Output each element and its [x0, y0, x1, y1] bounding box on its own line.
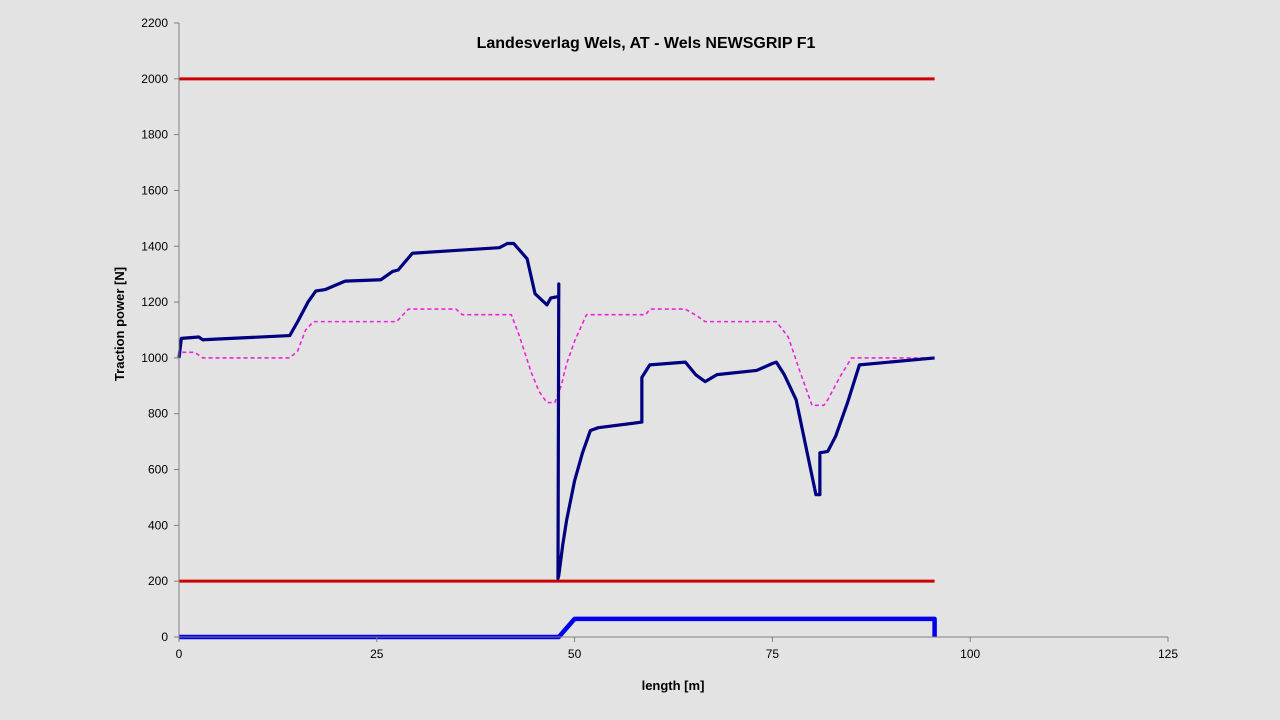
y-tick-label: 200	[148, 574, 168, 588]
x-tick-label: 100	[960, 647, 980, 661]
y-tick-label: 600	[148, 463, 168, 477]
y-tick-label: 400	[148, 518, 168, 532]
y-tick-label: 1800	[141, 128, 168, 142]
series-line-5	[179, 616, 937, 640]
y-tick-label: 1000	[141, 351, 168, 365]
series-line-4	[177, 241, 935, 580]
series-line-3	[178, 308, 935, 407]
y-tick-label: 2200	[141, 16, 168, 30]
y-tick-label: 1200	[141, 295, 168, 309]
x-tick-label: 25	[370, 647, 384, 661]
y-tick-label: 800	[148, 407, 168, 421]
x-tick-label: 75	[766, 647, 780, 661]
x-tick-label: 50	[568, 647, 582, 661]
x-tick-label: 125	[1158, 647, 1178, 661]
plot-area	[177, 77, 937, 640]
y-tick-label: 2000	[141, 72, 168, 86]
x-axis-label: length [m]	[642, 678, 705, 693]
y-tick-label: 1400	[141, 239, 168, 253]
x-axis: 0 25 50 75 100 125	[176, 636, 1178, 661]
y-axis: 0 200 400 600 800 1000 1200 1400 1600 1800 2000 220…	[141, 16, 180, 644]
y-tick-label: 1600	[141, 183, 168, 197]
x-tick-label: 0	[176, 647, 183, 661]
y-tick-label: 0	[161, 630, 168, 644]
y-axis-label: Traction power [N]	[112, 267, 127, 381]
chart-title: Landesverlag Wels, AT - Wels NEWSGRIP F1	[477, 35, 816, 52]
